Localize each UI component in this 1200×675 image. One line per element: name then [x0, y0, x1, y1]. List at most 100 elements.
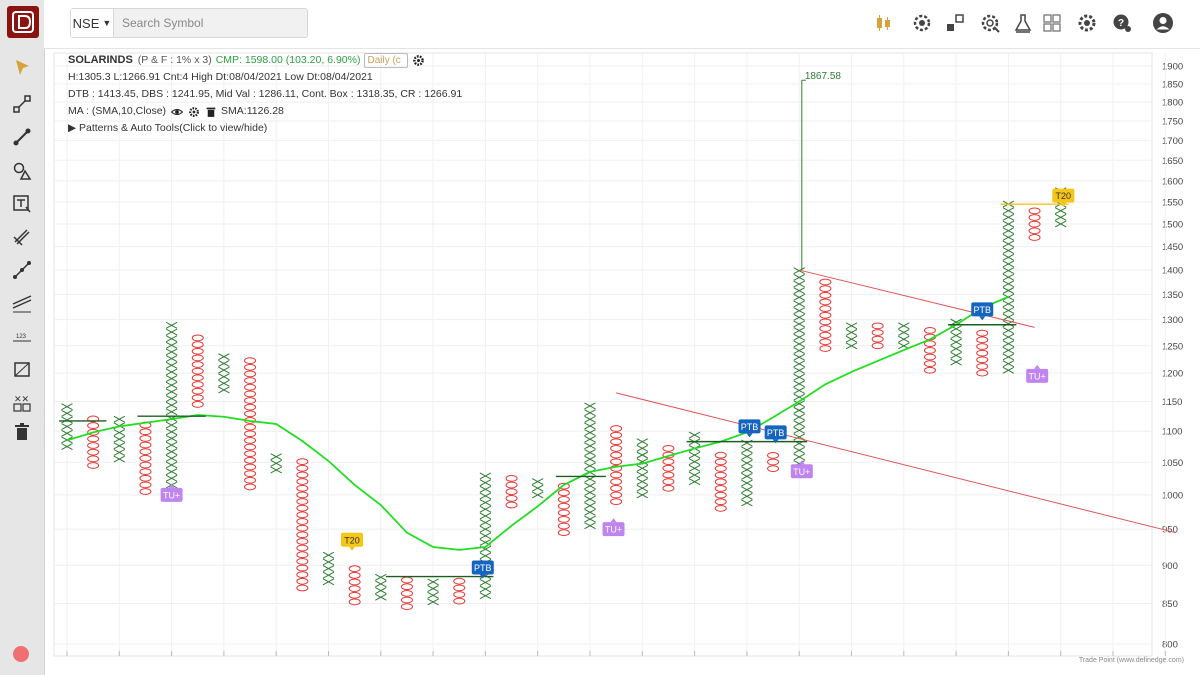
expand-button[interactable]: [943, 11, 967, 35]
x-box: [898, 322, 910, 330]
o-box: [610, 484, 623, 492]
x-box: [741, 486, 753, 494]
x-box: [61, 429, 73, 437]
chart-area[interactable]: 800 850 900 950 1000 1050 1100 1150 1200 1250 1300…: [44, 48, 1200, 675]
app-logo[interactable]: [7, 6, 39, 38]
x-box: [584, 435, 596, 443]
trendline-tool[interactable]: [8, 124, 36, 150]
x-box: [688, 458, 701, 466]
svg-text:123: 123: [16, 334, 27, 340]
x-box: [165, 375, 178, 383]
o-box: [296, 504, 309, 512]
svg-text:?: ?: [1118, 18, 1124, 29]
tag-t20[interactable]: T20: [341, 532, 364, 551]
chart-settings-button[interactable]: [412, 54, 425, 67]
ma-settings-button[interactable]: [187, 105, 200, 118]
tag-ptb[interactable]: PTB: [471, 560, 494, 579]
o-box: [557, 482, 570, 490]
x-box: [479, 505, 492, 513]
x-box: [950, 345, 962, 353]
o-box: [244, 370, 257, 378]
settings-button[interactable]: [1075, 11, 1099, 35]
tag-ptb[interactable]: PTB: [971, 302, 994, 321]
search-input[interactable]: [114, 15, 304, 31]
o-box: [296, 564, 309, 572]
tag-pointer: [1034, 364, 1041, 369]
x-column: [741, 439, 753, 507]
x-box: [793, 280, 805, 288]
x-box: [479, 479, 492, 487]
user-button[interactable]: [1151, 11, 1175, 35]
indicator-settings-button[interactable]: [910, 11, 934, 35]
tag-ptb[interactable]: PTB: [764, 425, 787, 444]
x-box: [165, 388, 178, 396]
scanner-button[interactable]: [1011, 11, 1035, 35]
x-box: [845, 335, 858, 343]
tag-tu[interactable]: TU+: [602, 518, 625, 537]
x-box: [165, 408, 178, 416]
tag-t20[interactable]: T20: [1052, 188, 1075, 207]
pointer-tool[interactable]: [8, 55, 36, 81]
exchange-dropdown[interactable]: NSE ▼: [71, 9, 114, 37]
layout-button[interactable]: [1040, 11, 1064, 35]
x-box: [165, 321, 178, 329]
x-box: [793, 340, 805, 348]
tag-tu[interactable]: TU+: [160, 483, 183, 502]
o-box: [244, 463, 257, 471]
o-box: [139, 488, 152, 495]
x-box: [636, 471, 649, 479]
line-tool[interactable]: [8, 91, 36, 117]
fib-tool[interactable]: [8, 224, 36, 250]
x-box: [218, 359, 230, 367]
svg-text:✕✕: ✕✕: [14, 394, 29, 404]
tag-pointer: [979, 316, 986, 321]
y-tick-label: 1150: [1162, 397, 1182, 408]
x-box: [375, 580, 387, 588]
x-column: [375, 573, 387, 601]
tag-label: PTB: [973, 305, 991, 315]
help-button[interactable]: ?: [1110, 11, 1134, 35]
o-box: [871, 335, 884, 343]
text-tool[interactable]: [8, 191, 36, 217]
o-box: [296, 498, 309, 505]
x-box: [1002, 353, 1015, 361]
tag-tu[interactable]: TU+: [790, 460, 813, 479]
x-box: [741, 499, 753, 507]
o-box: [819, 291, 832, 299]
record-indicator[interactable]: [13, 646, 29, 662]
o-box: [348, 565, 361, 573]
shapes-tool[interactable]: [8, 158, 36, 184]
x-box: [950, 331, 962, 339]
o-box: [296, 557, 309, 565]
pnf-chart[interactable]: 800 850 900 950 1000 1050 1100 1150 1200 1250 1300…: [44, 48, 1200, 675]
gear-alt-button[interactable]: [978, 11, 1002, 35]
chart-type-button[interactable]: [872, 11, 896, 35]
tag-tu[interactable]: TU+: [1026, 364, 1049, 383]
x-box: [584, 495, 596, 503]
o-column: [139, 421, 152, 495]
o-box: [662, 478, 675, 485]
channel-tool[interactable]: [8, 257, 36, 283]
o-column: [87, 415, 100, 469]
measure-tool[interactable]: 123: [8, 323, 36, 349]
x-box: [218, 366, 230, 374]
parallel-lines-tool[interactable]: [8, 290, 36, 316]
trendline: [799, 269, 1035, 328]
x-box: [165, 401, 178, 409]
o-box: [714, 451, 727, 459]
x-box: [1054, 207, 1067, 215]
rectangle-tool[interactable]: [8, 356, 36, 382]
x-box: [1002, 307, 1015, 314]
o-box: [296, 584, 309, 592]
ma-visibility-toggle[interactable]: [170, 105, 183, 118]
delete-tool[interactable]: [8, 419, 36, 445]
timeframe-dropdown[interactable]: Daily (c: [364, 53, 409, 68]
line-tool-icon: [13, 95, 31, 113]
multi-select-tool[interactable]: ✕✕: [8, 390, 36, 416]
y-tick-label: 1200: [1162, 369, 1183, 380]
ma-delete-button[interactable]: [204, 105, 217, 118]
o-box: [453, 597, 466, 605]
tag-ptb[interactable]: PTB: [738, 419, 761, 438]
x-box: [479, 578, 492, 586]
patterns-toggle[interactable]: ▶ Patterns & Auto Tools(Click to view/hi…: [68, 120, 462, 137]
